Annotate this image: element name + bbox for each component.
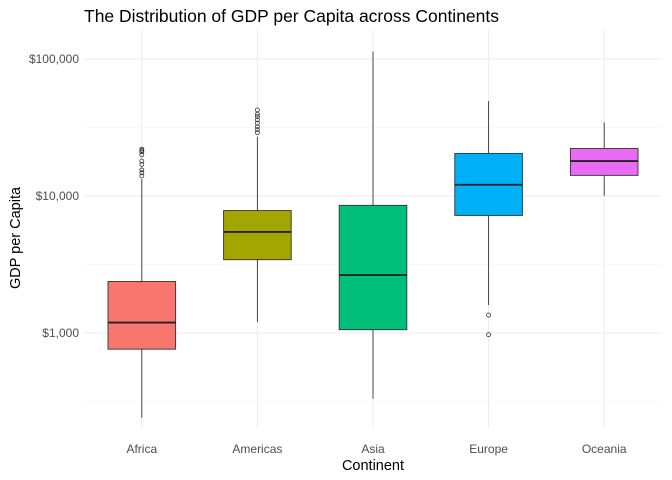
x-tick-label: Asia <box>361 442 385 456</box>
outlier-point <box>139 146 145 152</box>
chart-title: The Distribution of GDP per Capita acros… <box>84 6 500 26</box>
x-tick-label: Europe <box>469 442 508 456</box>
outlier-point <box>254 120 260 126</box>
outlier-point <box>139 167 145 173</box>
outlier-point <box>139 173 145 179</box>
outlier-point <box>254 127 260 133</box>
box-body <box>107 281 177 350</box>
outlier-point <box>139 170 145 176</box>
outlier-point <box>139 158 145 164</box>
x-tick-label: Americas <box>232 442 282 456</box>
box-series <box>107 51 639 418</box>
box-asia <box>338 51 408 399</box>
outlier-point <box>139 148 145 153</box>
outlier-point <box>254 107 260 113</box>
outlier-point <box>139 162 145 167</box>
y-tick-label: $100,000 <box>29 52 79 66</box>
outlier-point <box>486 312 492 318</box>
box-europe <box>454 101 523 338</box>
box-oceania <box>569 122 639 196</box>
box-africa <box>107 146 177 418</box>
box-body <box>223 210 292 261</box>
y-tick-label: $10,000 <box>36 189 80 203</box>
x-axis-ticks: Africa Americas Asia Europe Oceania <box>126 442 626 456</box>
outlier-point <box>139 149 145 155</box>
x-tick-label: Africa <box>126 442 157 456</box>
box-americas <box>223 107 292 323</box>
y-tick-label: $1,000 <box>42 326 79 340</box>
outlier-point <box>254 114 260 119</box>
outlier-point <box>486 332 492 338</box>
outlier-point <box>254 117 260 123</box>
outlier-point <box>254 130 260 136</box>
x-tick-label: Oceania <box>582 442 627 456</box>
x-axis-title: Continent <box>342 458 404 474</box>
y-axis-ticks: $1,000 $10,000 $100,000 <box>29 52 79 340</box>
y-axis-title: GDP per Capita <box>8 186 24 289</box>
box-body <box>338 204 408 331</box>
